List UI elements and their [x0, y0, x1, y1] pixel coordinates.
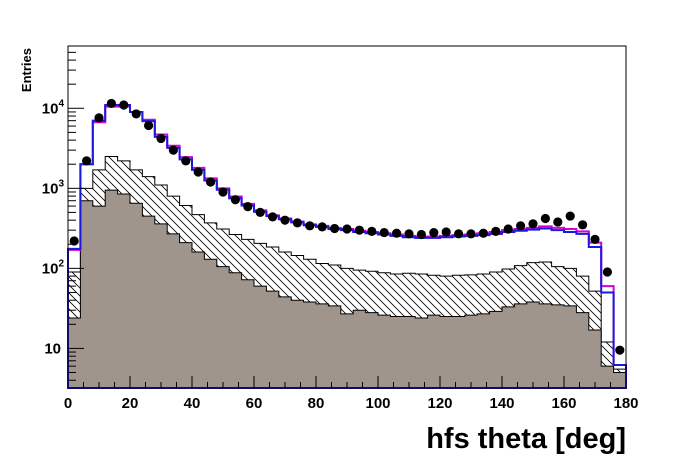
- y-tick-label: 103: [42, 178, 65, 197]
- data-point: [144, 120, 154, 131]
- data-point: [379, 227, 389, 238]
- filled-histogram-area: [67, 189, 627, 389]
- data-point: [367, 226, 377, 236]
- data-point: [131, 109, 141, 119]
- data-point: [342, 224, 352, 234]
- data-point: [354, 225, 364, 235]
- data-point: [404, 229, 414, 239]
- x-tick-label: 60: [246, 395, 263, 412]
- data-point: [119, 100, 129, 110]
- x-tick-label: 80: [308, 395, 325, 412]
- data-point: [243, 202, 253, 212]
- x-axis-title: hfs theta [deg]: [426, 423, 626, 455]
- x-tick-label: 120: [427, 395, 452, 412]
- data-point: [553, 217, 563, 227]
- data-point: [578, 220, 588, 230]
- data-point: [602, 267, 613, 277]
- x-tick-label: 140: [489, 395, 514, 412]
- data-point: [292, 218, 302, 228]
- data-point: [206, 177, 216, 187]
- y-tick-label: 104: [42, 98, 65, 117]
- data-point: [416, 229, 426, 240]
- data-point: [466, 229, 476, 239]
- x-tick-label: 180: [613, 395, 638, 412]
- filled-histogram: [67, 189, 627, 389]
- x-tick-label: 160: [551, 395, 576, 412]
- y-tick-label: 10: [44, 340, 61, 357]
- data-point: [615, 345, 625, 355]
- data-point: [429, 227, 439, 238]
- data-point: [565, 211, 575, 221]
- data-point: [441, 227, 451, 237]
- data-point: [181, 156, 191, 166]
- x-tick-label: 0: [64, 395, 72, 412]
- data-point: [94, 113, 104, 123]
- data-point: [280, 215, 290, 225]
- data-point: [503, 224, 513, 234]
- blue-step-line: [67, 103, 627, 389]
- data-point: [106, 98, 116, 109]
- data-point: [156, 133, 166, 144]
- x-tick-label: 40: [184, 395, 201, 412]
- data-point: [454, 229, 464, 239]
- x-axis-ticks: 0 20 40 60 80 100 120 140 160 180: [64, 376, 639, 412]
- data-point: [528, 219, 538, 229]
- data-point: [305, 221, 315, 231]
- data-point: [317, 222, 327, 232]
- x-tick-label: 20: [122, 395, 139, 412]
- data-point: [230, 195, 240, 205]
- data-point: [193, 167, 203, 177]
- data-point: [82, 156, 92, 166]
- y-axis-ticks: 10 102 103 104: [42, 45, 84, 381]
- y-tick-label: 102: [42, 258, 65, 277]
- mc-lines: [67, 103, 627, 389]
- magenta-step-line: [67, 105, 627, 389]
- data-point: [268, 212, 278, 222]
- data-point: [69, 236, 79, 246]
- data-point: [540, 213, 551, 224]
- y-axis-title: Entries: [19, 48, 34, 92]
- data-point: [255, 207, 265, 218]
- data-point: [590, 234, 600, 245]
- data-point: [168, 145, 178, 155]
- data-point: [392, 228, 402, 238]
- data-points: [69, 98, 625, 355]
- x-tick-label: 100: [365, 395, 390, 412]
- data-point: [330, 223, 340, 234]
- data-point: [491, 226, 501, 236]
- data-point: [478, 228, 488, 238]
- data-point: [218, 187, 228, 197]
- data-point: [516, 221, 526, 231]
